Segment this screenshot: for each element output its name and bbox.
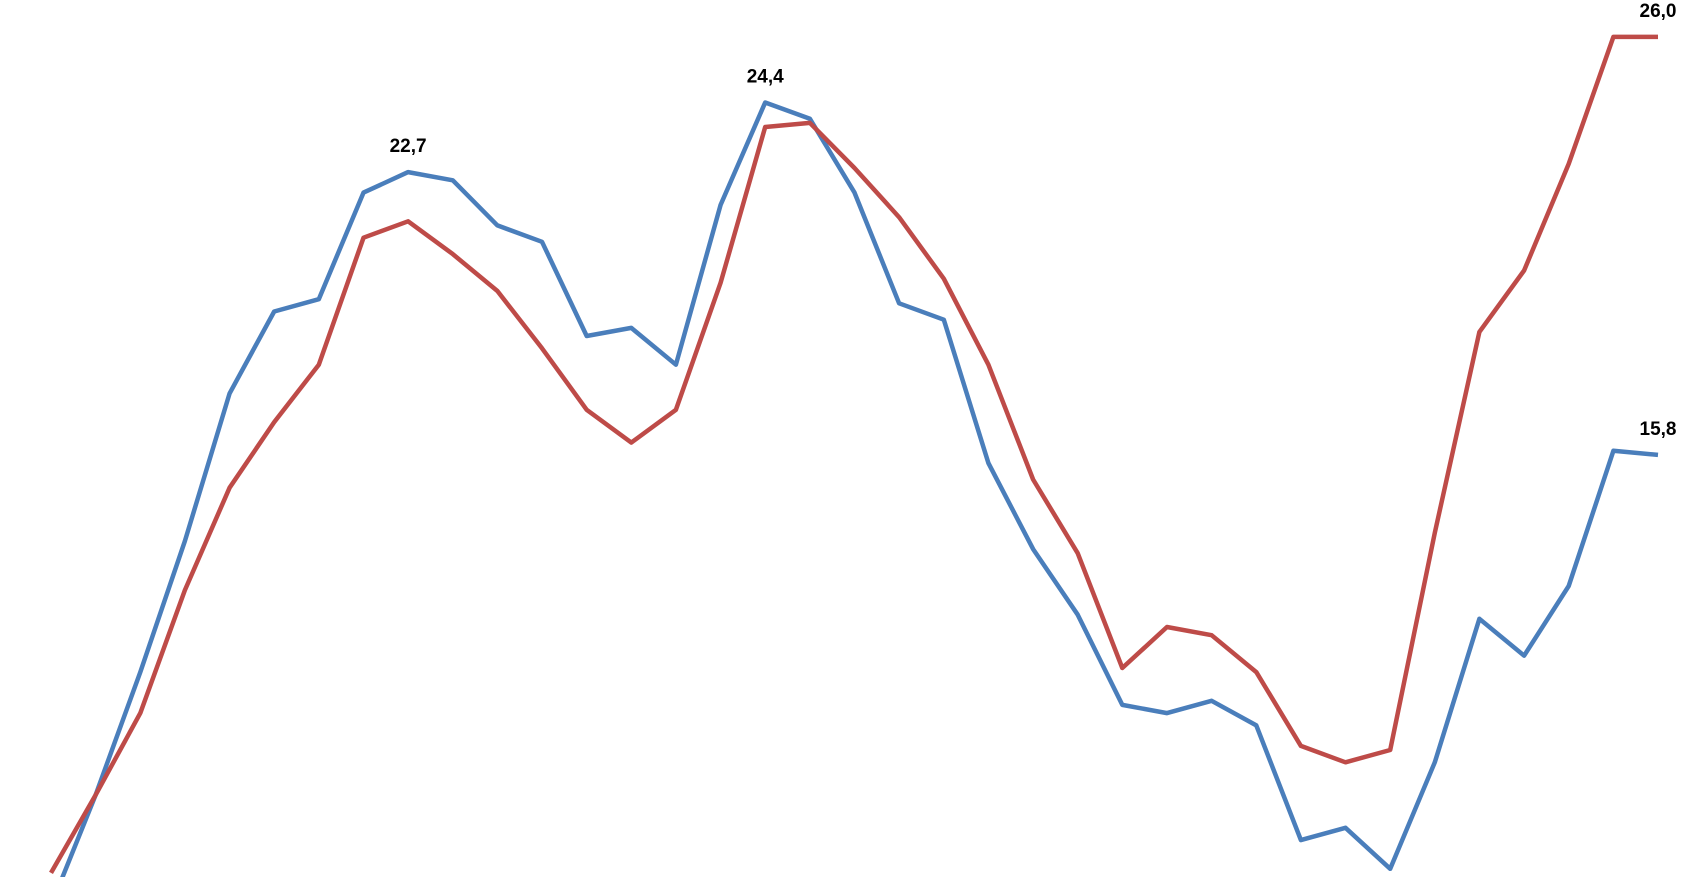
data-label: 24,4 [747, 66, 784, 87]
data-label: 15,8 [1640, 419, 1677, 440]
data-label: 26,0 [1640, 1, 1677, 22]
data-label: 22,7 [390, 136, 427, 157]
series-line [60, 100, 1659, 877]
series-line [49, 34, 1658, 875]
